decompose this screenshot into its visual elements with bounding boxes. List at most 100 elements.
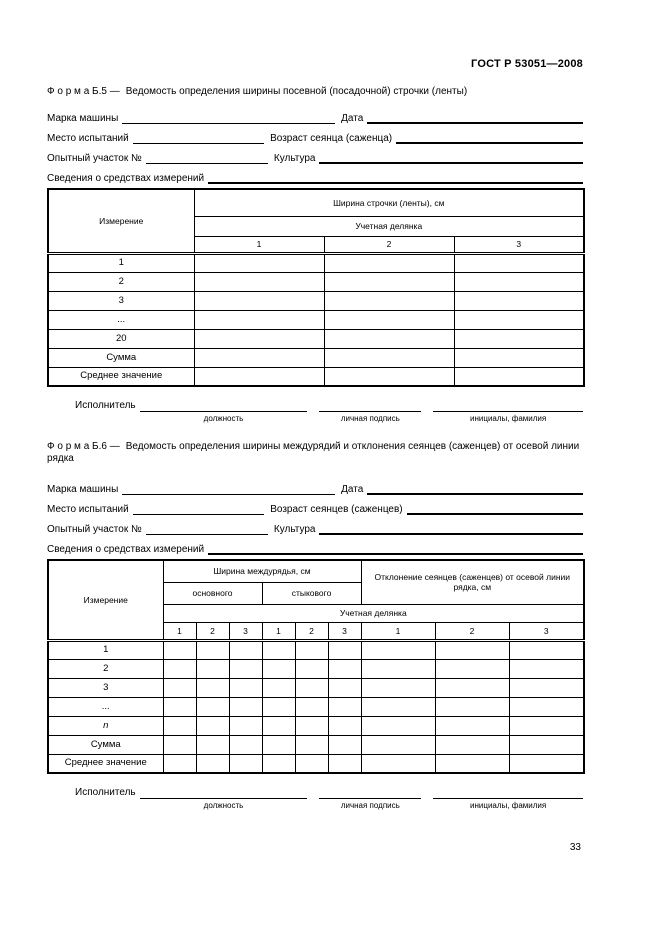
signature-caption: инициалы, фамилия <box>470 801 547 810</box>
b6-row-spacing-header: Ширина междурядья, см <box>162 559 362 583</box>
form-b6-title: Ф о р м а Б.6 — Ведомость определения шир… <box>47 441 587 465</box>
data-cell <box>508 696 585 717</box>
b6-plot-col: 3 <box>508 621 585 641</box>
b6-plot-col: 1 <box>360 621 436 641</box>
data-cell <box>434 658 510 679</box>
b6-header-row-1: Измерение Ширина междурядья, см Отклонен… <box>47 559 585 641</box>
data-cell <box>453 271 585 292</box>
plot-blank <box>145 159 268 164</box>
plot-label: Опытный участок № <box>47 524 142 535</box>
signature-position: должность <box>139 397 308 423</box>
data-cell <box>162 658 197 679</box>
data-cell <box>228 658 263 679</box>
data-cell <box>193 366 325 387</box>
b5-table: Измерение Ширина строчки (ленты), см Уче… <box>47 188 586 387</box>
place-label: Место испытаний <box>47 133 129 144</box>
data-cell <box>360 753 436 774</box>
row-label: 1 <box>47 638 164 660</box>
age-label: Возраст сеянца (саженца) <box>270 133 393 144</box>
table-row: 1 <box>47 638 585 660</box>
data-cell <box>323 366 455 387</box>
data-cell <box>453 328 585 349</box>
data-cell <box>228 696 263 717</box>
b6-plot-col: 1 <box>162 621 197 641</box>
data-cell <box>195 715 230 736</box>
data-cell <box>323 328 455 349</box>
row-label: Сумма <box>47 347 195 368</box>
b6-main-row-header: основного <box>162 581 263 605</box>
b6-measure-header: Измерение <box>47 559 164 641</box>
signature-caption: должность <box>203 414 244 423</box>
b6-table: Измерение Ширина междурядья, см Отклонен… <box>47 559 586 774</box>
b6-plot-col: 2 <box>434 621 510 641</box>
data-cell <box>193 290 325 311</box>
data-cell <box>453 309 585 330</box>
data-cell <box>327 734 362 755</box>
b5-header-row-1: Измерение Ширина строчки (ленты), см <box>47 188 585 254</box>
b5-plot-col-2: 2 <box>323 235 455 254</box>
row-label: n <box>47 715 164 736</box>
instruments-blank <box>208 549 583 555</box>
row-label: 2 <box>47 658 164 679</box>
data-cell <box>434 696 510 717</box>
signature-position: должность <box>139 784 308 810</box>
machine-label: Марка машины <box>47 113 119 124</box>
data-cell <box>294 734 329 755</box>
form-b5-fields: Марка машины Дата Место испытаний Возрас… <box>47 104 583 184</box>
machine-blank <box>122 119 336 124</box>
table-row: n <box>47 715 585 736</box>
instruments-blank <box>208 178 583 184</box>
b6-plot-col: 2 <box>195 621 230 641</box>
signature-blank <box>139 397 308 412</box>
data-cell <box>261 677 296 698</box>
b6-executor-block: Исполнитель должность личная подпись ини… <box>47 784 583 810</box>
data-cell <box>195 696 230 717</box>
plot-blank <box>145 530 268 535</box>
data-cell <box>434 638 510 660</box>
culture-label: Культура <box>273 524 316 535</box>
row-label: 3 <box>47 290 195 311</box>
age-label: Возраст сеянцев (саженцев) <box>270 504 403 515</box>
row-label: ... <box>47 309 195 330</box>
data-cell <box>508 753 585 774</box>
date-label: Дата <box>341 484 364 495</box>
row-label: 2 <box>47 271 195 292</box>
data-cell <box>261 715 296 736</box>
signature-caption: инициалы, фамилия <box>470 414 547 423</box>
data-cell <box>261 658 296 679</box>
data-cell <box>195 734 230 755</box>
data-cell <box>508 734 585 755</box>
b5-plot-col-3: 3 <box>453 235 585 254</box>
field-row-place: Место испытаний Возраст сеянца (саженца) <box>47 124 583 144</box>
data-cell <box>323 347 455 368</box>
data-cell <box>323 309 455 330</box>
data-cell <box>228 715 263 736</box>
standard-reference: ГОСТ Р 53051—2008 <box>471 58 583 70</box>
field-row-place: Место испытаний Возраст сеянцев (саженце… <box>47 495 583 515</box>
signature-caption: личная подпись <box>340 801 400 810</box>
data-cell <box>360 734 436 755</box>
signature-caption: должность <box>203 801 244 810</box>
signature-blank <box>319 784 422 799</box>
table-row: 20 <box>47 328 585 349</box>
data-cell <box>434 715 510 736</box>
data-cell <box>261 753 296 774</box>
b6-plot-header: Учетная делянка <box>162 603 585 623</box>
executor-label: Исполнитель <box>75 787 136 798</box>
data-cell <box>193 309 325 330</box>
table-row: Сумма <box>47 734 585 755</box>
data-cell <box>228 753 263 774</box>
date-blank <box>367 489 583 495</box>
b6-header-row-4: 1 2 3 1 2 3 1 2 3 <box>48 621 585 641</box>
signature-blank <box>139 784 308 799</box>
signature-sign: личная подпись <box>319 397 422 423</box>
instruments-label: Сведения о средствах измерений <box>47 544 205 555</box>
b6-deviation-header: Отклонение сеянцев (саженцев) от осевой … <box>360 559 585 605</box>
form-b6-title-text: Ведомость определения ширины междурядий … <box>47 441 580 464</box>
data-cell <box>162 753 197 774</box>
b5-measure-header: Измерение <box>47 188 195 254</box>
data-cell <box>453 290 585 311</box>
data-cell <box>193 271 325 292</box>
field-row-instruments: Сведения о средствах измерений <box>47 535 583 555</box>
data-cell <box>162 638 197 660</box>
